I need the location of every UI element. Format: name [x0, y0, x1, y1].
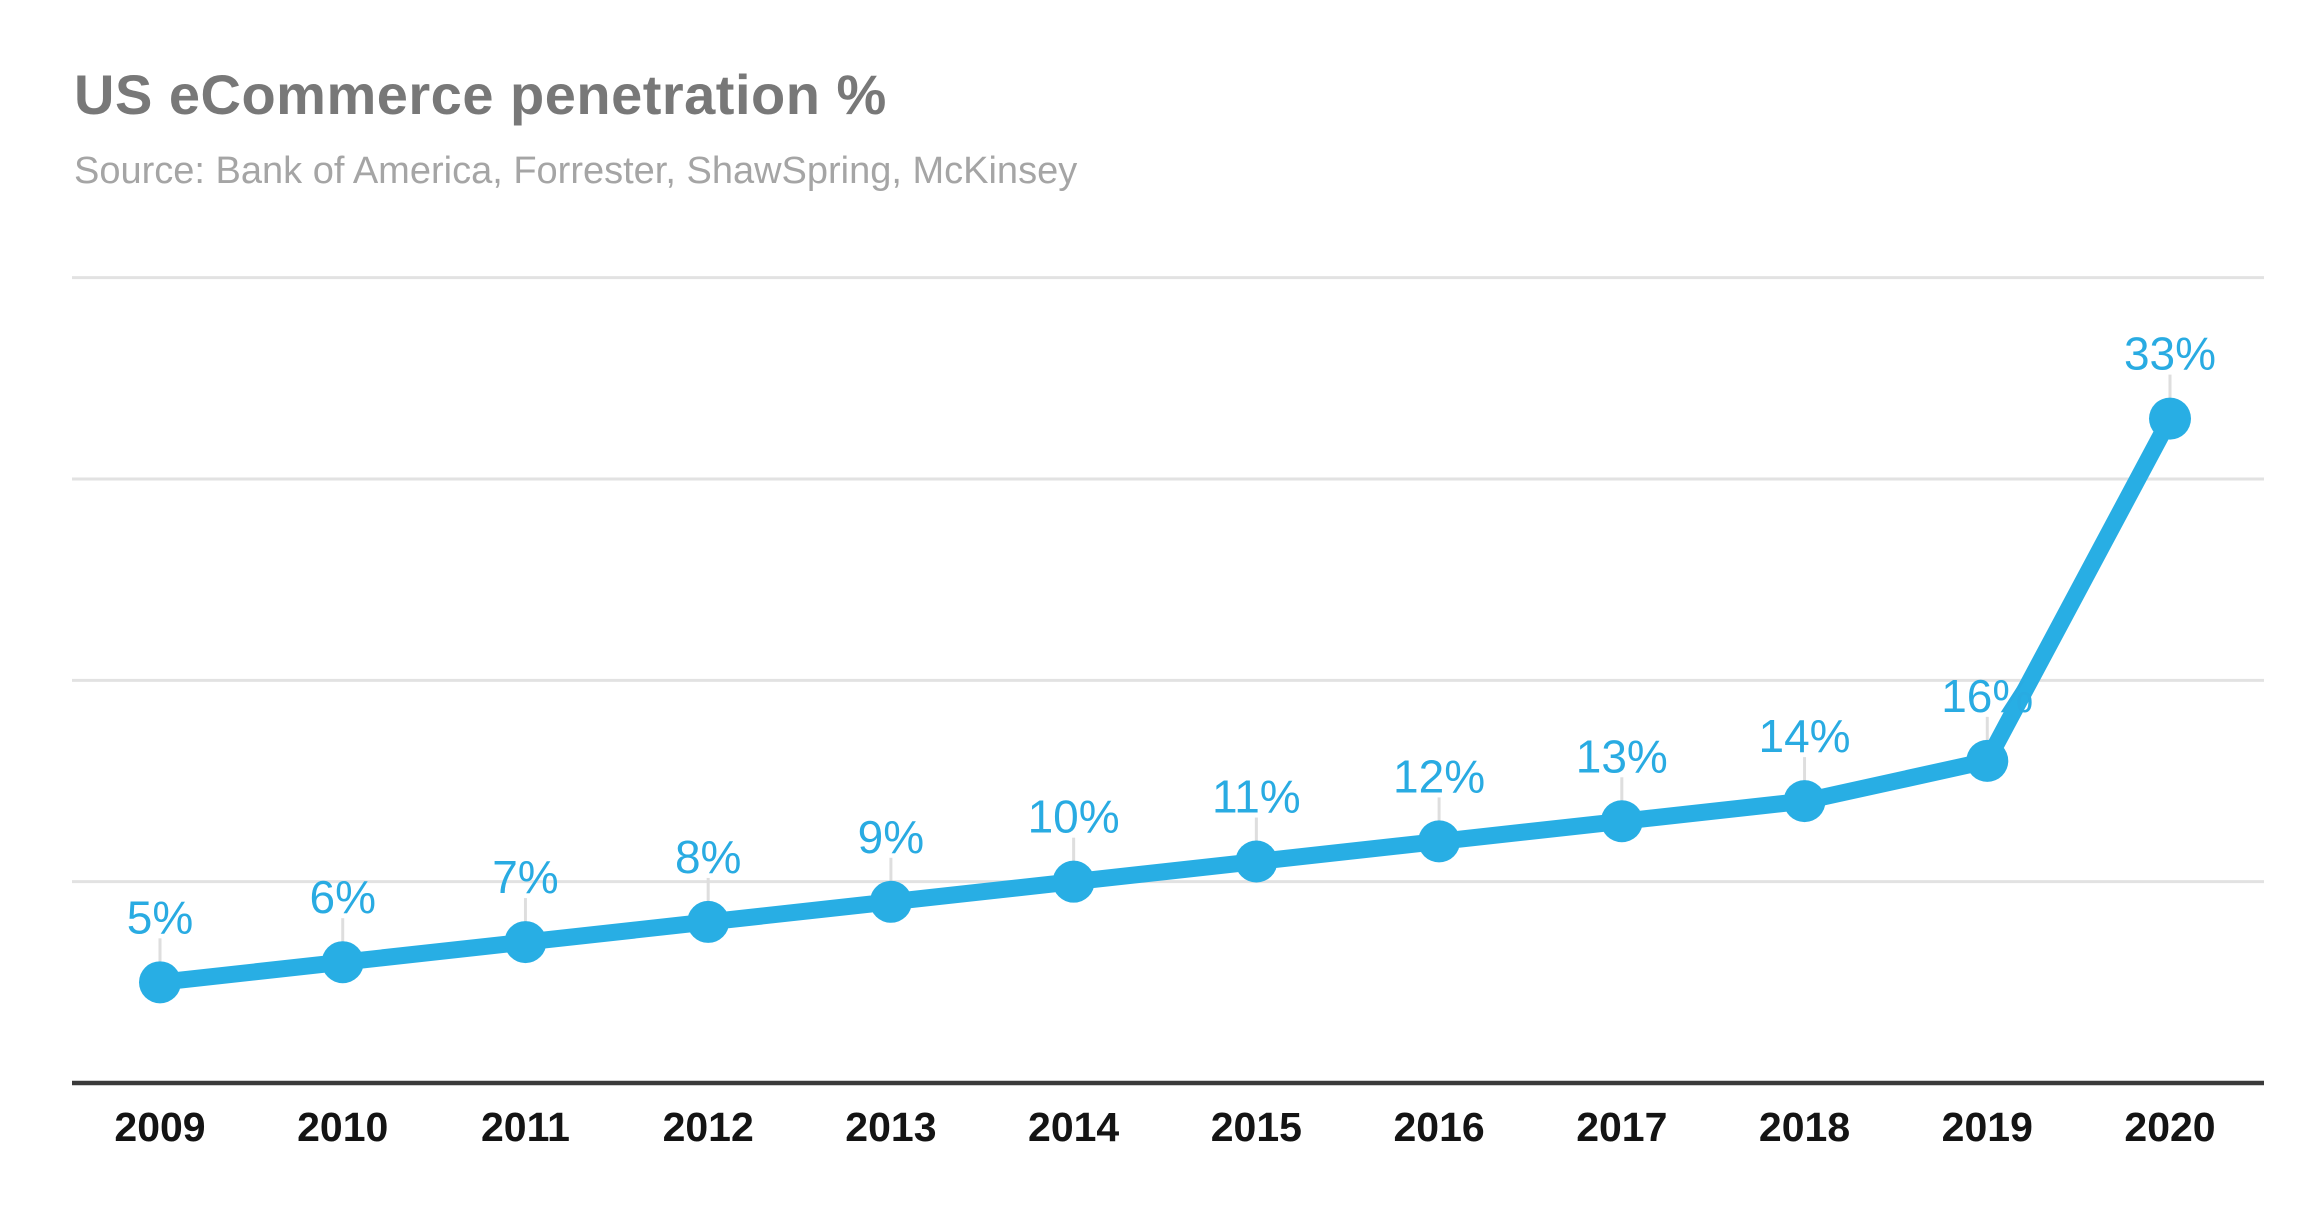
data-point-2009 [139, 961, 181, 1004]
value-label-2016: 12% [1393, 750, 1485, 802]
x-tick-label-2013: 2013 [845, 1104, 936, 1150]
x-tick-label-2012: 2012 [663, 1104, 754, 1150]
value-label-2013: 9% [858, 811, 924, 863]
x-tick-label-2020: 2020 [2124, 1104, 2215, 1150]
value-label-2010: 6% [309, 871, 375, 923]
value-label-2018: 14% [1759, 710, 1851, 762]
series-line [151, 410, 2179, 991]
data-point-2020 [2149, 397, 2191, 440]
value-label-2017: 13% [1576, 730, 1668, 782]
data-point-2016 [1418, 820, 1461, 863]
x-tick-label-2017: 2017 [1576, 1104, 1667, 1150]
value-label-2009: 5% [127, 891, 193, 943]
value-label-2014: 10% [1028, 791, 1120, 843]
x-tick-label-2018: 2018 [1759, 1104, 1850, 1150]
value-label-2012: 8% [675, 831, 741, 883]
value-label-2019: 16% [1941, 670, 2033, 722]
x-tick-label-2010: 2010 [297, 1104, 388, 1150]
x-tick-label-2011: 2011 [481, 1104, 570, 1150]
x-tick-label-2015: 2015 [1211, 1104, 1302, 1150]
x-tick-label-2019: 2019 [1942, 1104, 2033, 1150]
data-point-2015 [1235, 840, 1278, 883]
value-label-2015: 11% [1212, 771, 1301, 823]
chart-title: US eCommerce penetration % [74, 63, 887, 126]
data-point-2014 [1052, 860, 1095, 903]
data-point-2018 [1783, 780, 1826, 823]
data-point-2012 [687, 900, 730, 943]
chart-source: Source: Bank of America, Forrester, Shaw… [74, 150, 1078, 192]
data-point-2019 [1966, 739, 2009, 782]
value-label-2020: 33% [2124, 328, 2216, 380]
value-label-2011: 7% [492, 851, 558, 903]
data-point-2011 [504, 921, 547, 964]
data-point-2017 [1600, 800, 1643, 843]
data-point-2013 [869, 880, 912, 923]
x-tick-label-2014: 2014 [1028, 1104, 1119, 1150]
x-tick-label-2009: 2009 [114, 1104, 205, 1150]
data-point-2010 [321, 941, 364, 984]
x-tick-label-2016: 2016 [1393, 1104, 1484, 1150]
